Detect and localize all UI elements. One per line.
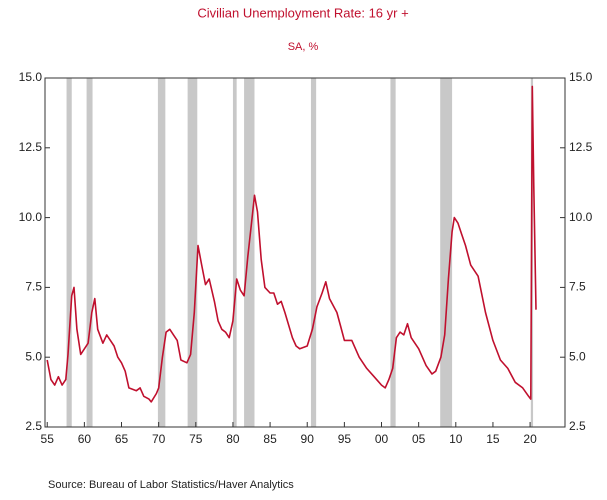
x-tick-label: 90 (301, 432, 315, 446)
x-tick-label: 15 (486, 432, 500, 446)
plot-frame (44, 77, 566, 428)
y-tick-label: 2.5 (25, 419, 42, 433)
x-tick-label: 60 (78, 432, 92, 446)
x-tick-label: 05 (412, 432, 426, 446)
recession-band (66, 78, 72, 427)
y2-tick-label: 10.0 (569, 210, 593, 224)
y-tick-label: 5.0 (25, 349, 42, 363)
y-tick-label: 10.0 (19, 210, 43, 224)
recession-band (390, 78, 396, 427)
chart-title: Civilian Unemployment Rate: 16 yr + (197, 5, 408, 20)
y2-tick-label: 2.5 (569, 419, 586, 433)
recession-band (440, 78, 453, 427)
y2-tick-label: 5.0 (569, 349, 586, 363)
x-tick-label: 65 (115, 432, 129, 446)
recession-band (187, 78, 198, 427)
y-tick-label: 12.5 (19, 140, 43, 154)
recession-band (310, 78, 317, 427)
x-tick-label: 80 (226, 432, 240, 446)
x-tick-label: 00 (375, 432, 389, 446)
x-tick-label: 85 (263, 432, 277, 446)
recession-band (244, 78, 255, 427)
x-tick-label: 75 (189, 432, 203, 446)
x-tick-label: 95 (338, 432, 352, 446)
recession-band (157, 78, 166, 427)
x-tick-label: 20 (523, 432, 537, 446)
y-tick-label: 7.5 (25, 280, 42, 294)
data-line (46, 85, 537, 403)
x-tick-label: 70 (152, 432, 166, 446)
y2-tick-label: 15.0 (569, 70, 593, 84)
chart-subtitle: SA, % (288, 41, 319, 53)
x-tick-label: 10 (449, 432, 463, 446)
recession-band (232, 78, 237, 427)
source-note: Source: Bureau of Labor Statistics/Haver… (48, 479, 294, 491)
y2-tick-label: 12.5 (569, 140, 593, 154)
x-tick-label: 55 (41, 432, 55, 446)
recession-band (86, 78, 93, 427)
y-tick-label: 15.0 (19, 70, 43, 84)
y2-tick-label: 7.5 (569, 280, 586, 294)
